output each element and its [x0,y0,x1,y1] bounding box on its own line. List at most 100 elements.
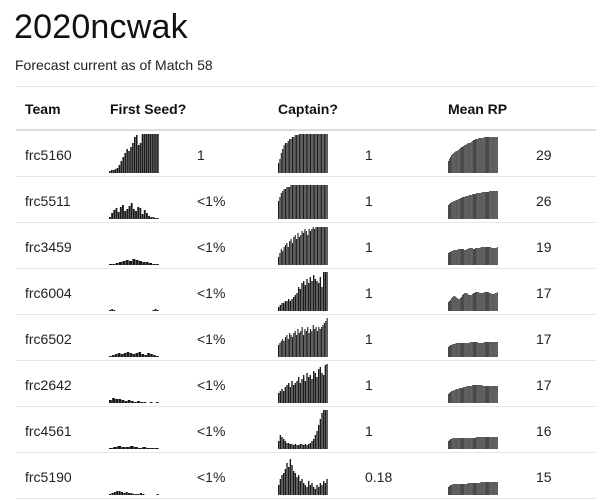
mean-rp-histogram-bar [488,137,490,173]
mean-rp-histogram-bar [462,147,463,173]
first-seed-histogram-bar [154,309,157,311]
mean-rp-histogram-bar [454,296,456,311]
first-seed-histogram-bar [143,402,147,403]
mean-rp-histogram-bar [468,143,470,173]
captain-histogram-bar [291,137,293,173]
mean-rp-histogram-bar [478,343,480,357]
captain-value: 1 [365,285,373,301]
team-link[interactable]: frc5190 [25,469,72,485]
mean-rp-histogram-bar [453,390,455,403]
mean-rp-histogram-bar [461,484,462,495]
captain-histogram-bar [288,467,290,495]
captain-histogram-bar [319,277,322,311]
first-seed-histogram-bar [113,492,116,495]
mean-rp-histogram-bar [467,483,469,495]
captain-histogram-bar [283,303,285,311]
mean-rp-histogram-bar [452,154,454,173]
captain-histogram-bar [300,331,302,357]
mean-rp-histogram-bar [463,438,465,449]
captain-histogram-bar [309,277,312,311]
mean-rp-histogram-bar [478,437,480,449]
team-link[interactable]: frc5511 [25,193,71,209]
column-header-first-seed[interactable]: First Seed? [110,101,187,117]
captain-histogram-bar [308,444,310,449]
column-header-captain[interactable]: Captain? [278,101,338,117]
mean-rp-histogram-bar [491,386,493,403]
team-link[interactable]: frc6004 [25,285,72,301]
team-link[interactable]: frc2642 [25,377,72,393]
mean-rp-histogram-bar [448,487,449,495]
mean-rp-histogram-bar [494,386,496,403]
mean-rp-histogram-bar [468,248,470,265]
captain-histogram-bar [293,333,295,357]
mean-rp-histogram-bar [487,482,488,495]
column-header-team[interactable]: Team [25,101,61,117]
first-seed-histogram-bar [122,261,126,265]
mean-rp-histogram-bar [470,483,472,495]
captain-histogram-bar [314,229,316,265]
captain-histogram-bar [323,227,325,265]
captain-histogram-bar [303,233,305,265]
captain-histogram-bar [315,327,317,357]
captain-histogram-bar [282,149,284,173]
mean-rp-histogram-bar [449,440,450,449]
captain-histogram-bar [301,327,303,357]
mean-rp-histogram-bar [494,342,496,357]
mean-rp-histogram-bar [477,193,479,219]
team-link[interactable]: frc3459 [25,239,72,255]
first-seed-histogram-bar [157,134,159,173]
captain-histogram-bar [326,185,328,219]
mean-rp-histogram-bar [487,137,488,173]
first-seed-histogram-bar [148,216,150,219]
mean-rp-histogram-bar [461,147,462,173]
column-header-mean-rp[interactable]: Mean RP [448,101,508,117]
mean-rp-histogram-bar [482,343,484,357]
captain-histogram-bar [280,193,282,219]
first-seed-histogram-bar [135,135,138,173]
captain-histogram-bar [287,187,289,219]
captain-histogram-bar [298,475,300,495]
captain-histogram-bar [294,185,296,219]
first-seed-histogram-bar [128,493,131,495]
mean-rp-histogram-bar [461,249,462,265]
first-seed-histogram-bar [143,210,146,219]
mean-rp-histogram-bar [487,386,488,403]
captain-value: 1 [365,377,373,393]
captain-histogram-bar [293,137,295,173]
mean-rp-histogram-bar [469,483,471,495]
team-link[interactable]: frc5160 [25,147,72,163]
captain-histogram-bar [316,281,318,311]
captain-histogram-bar [293,385,295,403]
mean-rp-histogram-bar [466,293,468,311]
team-link[interactable]: frc6502 [25,331,72,347]
mean-rp-histogram-bar [456,250,458,265]
mean-rp-histogram-bar [470,195,472,219]
mean-rp-histogram-bar [474,438,475,449]
captain-histogram-bar [311,281,313,311]
first-seed-histogram-bar [126,149,128,173]
mean-rp-histogram-bar [448,205,449,219]
first-seed-histogram-bar [152,264,156,265]
mean-rp-histogram-bar [495,137,497,173]
first-seed-histogram-bar [139,261,143,265]
mean-rp-histogram [448,247,498,265]
first-seed-histogram-bar [111,493,114,495]
captain-histogram-bar [319,185,321,219]
mean-rp-histogram-bar [471,141,473,173]
captain-histogram-bar [322,325,324,357]
mean-rp-histogram-bar [468,438,470,449]
mean-rp-histogram-bar [448,253,449,265]
mean-rp-histogram-bar [454,152,456,173]
mean-rp-histogram-bar [490,247,492,265]
first-seed-histogram-bar [129,353,133,357]
mean-rp-value: 17 [536,285,552,301]
first-seed-histogram-bar [135,353,139,357]
mean-rp-histogram-bar [476,437,478,449]
team-link[interactable]: frc4561 [25,423,72,439]
mean-rp-histogram-bar [457,299,459,311]
mean-rp-histogram-bar [462,438,463,449]
table-header: Team First Seed? Captain? Mean RP [16,86,596,131]
mean-rp-histogram-bar [454,438,456,449]
captain-histogram-bar [321,134,323,173]
mean-rp-histogram-bar [452,251,454,265]
